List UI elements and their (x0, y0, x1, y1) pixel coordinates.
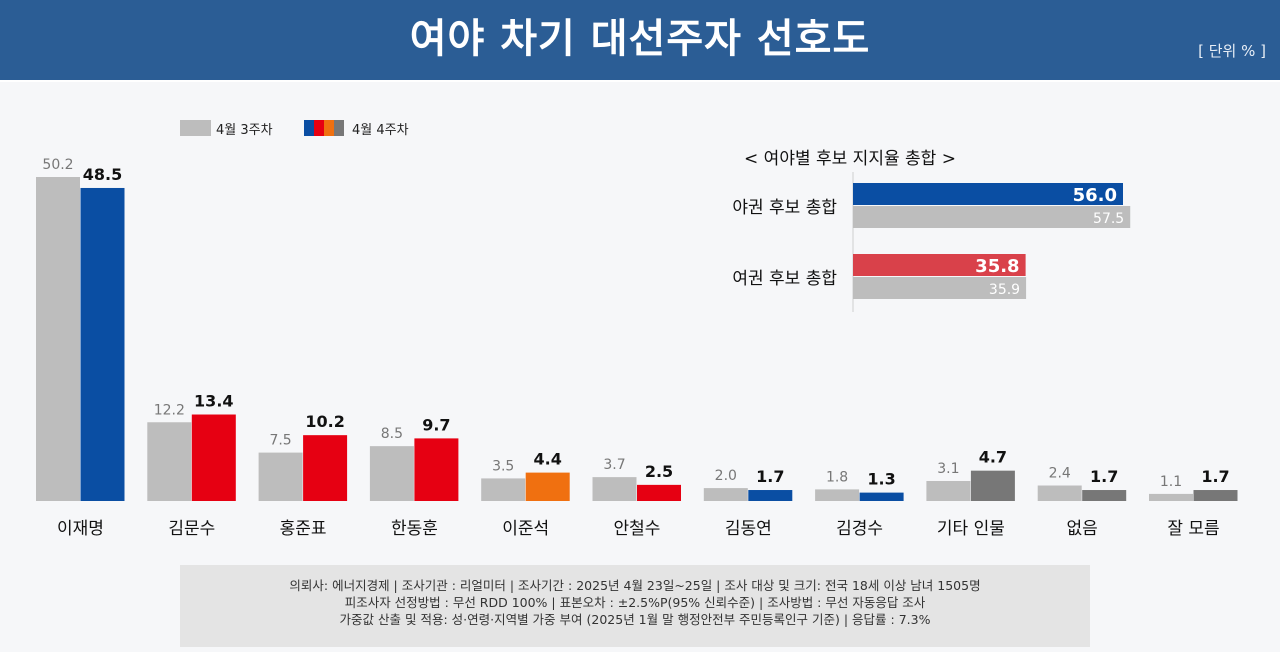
value-label-prev-8: 3.1 (937, 461, 959, 477)
legend-label-cur: 4월 4주차 (352, 123, 409, 138)
value-label-cur-3: 9.7 (422, 415, 450, 434)
legend-swatch-cur (304, 120, 344, 136)
unit-label: [ 단위 % ] (1198, 42, 1266, 60)
value-label-cur-10: 1.7 (1201, 467, 1229, 486)
inset-category-label-0: 야권 후보 총합 (732, 198, 837, 218)
value-label-prev-10: 1.1 (1160, 474, 1182, 490)
bar-cur-7 (859, 492, 904, 501)
value-label-cur-7: 1.3 (867, 470, 895, 489)
value-label-cur-6: 1.7 (756, 467, 784, 486)
page-title: 여야 차기 대선주자 선호도 (409, 16, 871, 62)
value-label-prev-4: 3.5 (492, 458, 514, 474)
bar-cur-4 (525, 472, 570, 501)
inset-value-prev-0: 57.5 (1093, 211, 1124, 227)
header-bar (0, 0, 1280, 80)
bar-prev-10 (1149, 493, 1193, 501)
value-label-prev-2: 7.5 (269, 433, 291, 449)
bar-prev-3 (369, 446, 414, 501)
value-label-cur-0: 48.5 (83, 165, 122, 184)
survey-info-footer: 의뢰사: 에너지경제 | 조사기관 : 리얼미터 | 조사기간 : 2025년 … (180, 565, 1090, 647)
bar-prev-8 (926, 480, 971, 501)
legend-swatch-stripe-1 (314, 120, 324, 136)
value-label-prev-5: 3.7 (603, 457, 625, 473)
inset-value-prev-1: 35.9 (989, 282, 1020, 298)
bar-cur-1 (191, 414, 236, 501)
legend-swatch-stripe-0 (304, 120, 314, 136)
bar-prev-6 (703, 488, 748, 501)
legend-swatch-stripe-2 (324, 120, 334, 136)
legend-swatch-prev (180, 120, 211, 136)
category-label-7: 김경수 (836, 519, 883, 539)
category-label-2: 홍준표 (280, 519, 327, 539)
bar-prev-0 (36, 177, 80, 501)
chart-background (0, 82, 1280, 652)
legend-swatch-stripe-3 (334, 120, 344, 136)
bar-cur-5 (637, 484, 681, 501)
bar-cur-9 (1082, 490, 1127, 501)
candidate-bar-chart: 50.2 48.5 이재명 12.2 13.4 김문수 7.5 10.2 홍준표 8.5 9.7 한동… (36, 157, 1238, 539)
inset-bar-cur-1 (853, 254, 1026, 276)
footer-line-3: 가중값 산출 및 적용: 성·연령·지역별 가중 부여 (2025년 1월 말 … (339, 612, 931, 627)
category-label-5: 안철수 (614, 519, 661, 539)
value-label-cur-5: 2.5 (645, 462, 673, 481)
value-label-prev-9: 2.4 (1049, 466, 1071, 482)
inset-category-label-1: 여권 후보 총합 (732, 269, 837, 289)
inset-bar-prev-0 (853, 206, 1131, 228)
category-label-8: 기타 인물 (937, 519, 1005, 539)
bar-prev-5 (592, 477, 637, 501)
footer-line-2: 피조사자 선정방법 : 무선 RDD 100% | 표본오차 : ±2.5%P(… (344, 595, 926, 610)
inset-bar-prev-1 (853, 277, 1027, 299)
value-label-cur-1: 13.4 (194, 392, 233, 411)
category-label-10: 잘 모름 (1167, 519, 1219, 539)
inset-bar-cur-0 (853, 183, 1123, 205)
bar-cur-2 (303, 435, 348, 501)
category-label-0: 이재명 (57, 519, 104, 539)
category-label-1: 김문수 (168, 519, 215, 539)
value-label-cur-4: 4.4 (534, 450, 562, 469)
category-label-4: 이준석 (502, 519, 549, 539)
value-label-prev-6: 2.0 (715, 468, 737, 484)
bar-cur-6 (748, 490, 793, 501)
inset-value-cur-0: 56.0 (1073, 185, 1117, 206)
inset-chart-title: < 여야별 후보 지지율 총합 > (744, 149, 956, 169)
footer-line-1: 의뢰사: 에너지경제 | 조사기관 : 리얼미터 | 조사기간 : 2025년 … (289, 578, 981, 593)
bar-prev-1 (147, 422, 192, 501)
bar-prev-2 (258, 452, 303, 501)
value-label-cur-8: 4.7 (979, 448, 1007, 467)
value-label-prev-1: 12.2 (154, 402, 185, 418)
bar-prev-4 (481, 478, 526, 501)
value-label-prev-0: 50.2 (42, 157, 73, 173)
legend-label-prev: 4월 3주차 (216, 123, 273, 138)
bar-cur-10 (1193, 490, 1238, 501)
value-label-prev-3: 8.5 (381, 426, 403, 442)
category-label-3: 한동훈 (391, 519, 438, 539)
bar-prev-7 (815, 489, 860, 501)
bar-prev-9 (1037, 485, 1082, 501)
value-label-cur-9: 1.7 (1090, 467, 1118, 486)
bar-cur-8 (970, 470, 1015, 501)
inset-value-cur-1: 35.8 (975, 256, 1019, 277)
bar-cur-3 (414, 438, 459, 501)
category-label-6: 김동연 (725, 519, 772, 539)
bar-cur-0 (80, 187, 125, 501)
value-label-prev-7: 1.8 (826, 469, 848, 485)
value-label-cur-2: 10.2 (305, 412, 344, 431)
category-label-9: 없음 (1067, 519, 1098, 539)
